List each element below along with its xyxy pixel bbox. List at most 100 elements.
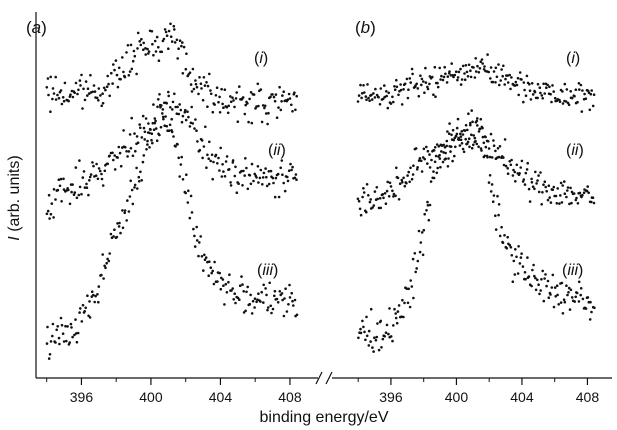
- data-point: [555, 202, 559, 205]
- data-point: [60, 200, 63, 203]
- data-point: [489, 132, 493, 136]
- data-point: [269, 169, 273, 173]
- data-point: [387, 91, 391, 95]
- data-point: [394, 312, 398, 315]
- data-point: [394, 316, 398, 320]
- data-point: [179, 163, 183, 166]
- data-point: [225, 291, 229, 294]
- data-point: [113, 68, 116, 72]
- data-point: [210, 153, 214, 157]
- data-point: [541, 191, 544, 194]
- data-point: [551, 273, 555, 277]
- data-point: [189, 83, 193, 86]
- data-point: [144, 47, 147, 50]
- series-points: [356, 109, 596, 217]
- data-point: [115, 235, 119, 239]
- data-point: [193, 245, 197, 248]
- data-point: [454, 70, 458, 73]
- data-point: [121, 226, 125, 230]
- data-point: [530, 181, 534, 184]
- data-point: [391, 95, 394, 99]
- data-point: [449, 74, 453, 77]
- data-point: [501, 241, 505, 244]
- data-point: [470, 146, 474, 150]
- data-point: [570, 201, 573, 205]
- data-point: [574, 198, 578, 202]
- data-point: [546, 83, 549, 87]
- data-point: [426, 87, 430, 91]
- data-point: [586, 296, 590, 299]
- data-point: [67, 188, 70, 192]
- data-point: [111, 151, 114, 155]
- data-point: [389, 185, 393, 188]
- data-point: [377, 348, 381, 352]
- data-point: [372, 204, 376, 207]
- data-point: [57, 336, 61, 340]
- data-point: [470, 133, 473, 137]
- data-point: [545, 284, 548, 288]
- data-point: [265, 184, 269, 188]
- data-point: [459, 135, 463, 138]
- data-point: [131, 202, 135, 206]
- data-point: [209, 92, 213, 96]
- data-point: [435, 171, 439, 175]
- data-point: [173, 92, 176, 96]
- data-point: [152, 128, 156, 131]
- data-point: [145, 148, 148, 151]
- data-point: [54, 75, 57, 79]
- data-point: [137, 175, 141, 179]
- data-point: [216, 280, 219, 283]
- data-point: [429, 180, 433, 183]
- data-point: [104, 88, 107, 92]
- data-point: [86, 294, 89, 298]
- data-point: [396, 310, 400, 313]
- data-point: [146, 47, 149, 51]
- data-point: [238, 284, 242, 288]
- data-point: [126, 155, 129, 158]
- data-point: [88, 300, 91, 303]
- data-point: [492, 139, 495, 142]
- data-point: [365, 210, 368, 214]
- data-point: [202, 269, 205, 272]
- data-point: [376, 197, 380, 201]
- data-point: [155, 139, 159, 142]
- data-point: [290, 291, 294, 295]
- data-point: [543, 92, 546, 95]
- trace-label-b-iii: (iii): [562, 262, 583, 279]
- data-point: [51, 97, 54, 101]
- data-point: [411, 173, 415, 176]
- data-point: [420, 231, 424, 234]
- data-point: [272, 181, 275, 185]
- data-point: [443, 158, 447, 161]
- data-point: [91, 161, 94, 164]
- data-point: [268, 281, 272, 285]
- data-point: [439, 165, 442, 169]
- data-point: [413, 252, 417, 255]
- data-point: [371, 346, 374, 349]
- data-point: [98, 169, 102, 173]
- data-point: [161, 115, 165, 119]
- data-point: [200, 139, 204, 142]
- data-point: [466, 75, 470, 78]
- data-point: [92, 293, 95, 297]
- data-point: [146, 139, 149, 143]
- data-point: [119, 231, 122, 235]
- data-point: [84, 306, 87, 310]
- data-point: [102, 277, 105, 280]
- data-point: [395, 78, 398, 82]
- data-point: [112, 158, 115, 162]
- data-point: [223, 175, 227, 178]
- data-point: [194, 82, 198, 86]
- data-point: [282, 314, 286, 318]
- data-point: [438, 157, 442, 160]
- y-axis-title: I (arb. units): [6, 155, 23, 240]
- data-point: [121, 56, 124, 59]
- data-point: [373, 96, 377, 99]
- data-point: [388, 181, 392, 185]
- data-point: [415, 82, 419, 86]
- data-point: [121, 209, 124, 212]
- data-point: [293, 91, 296, 94]
- data-point: [416, 166, 419, 169]
- data-point: [400, 178, 404, 182]
- data-point: [581, 193, 584, 197]
